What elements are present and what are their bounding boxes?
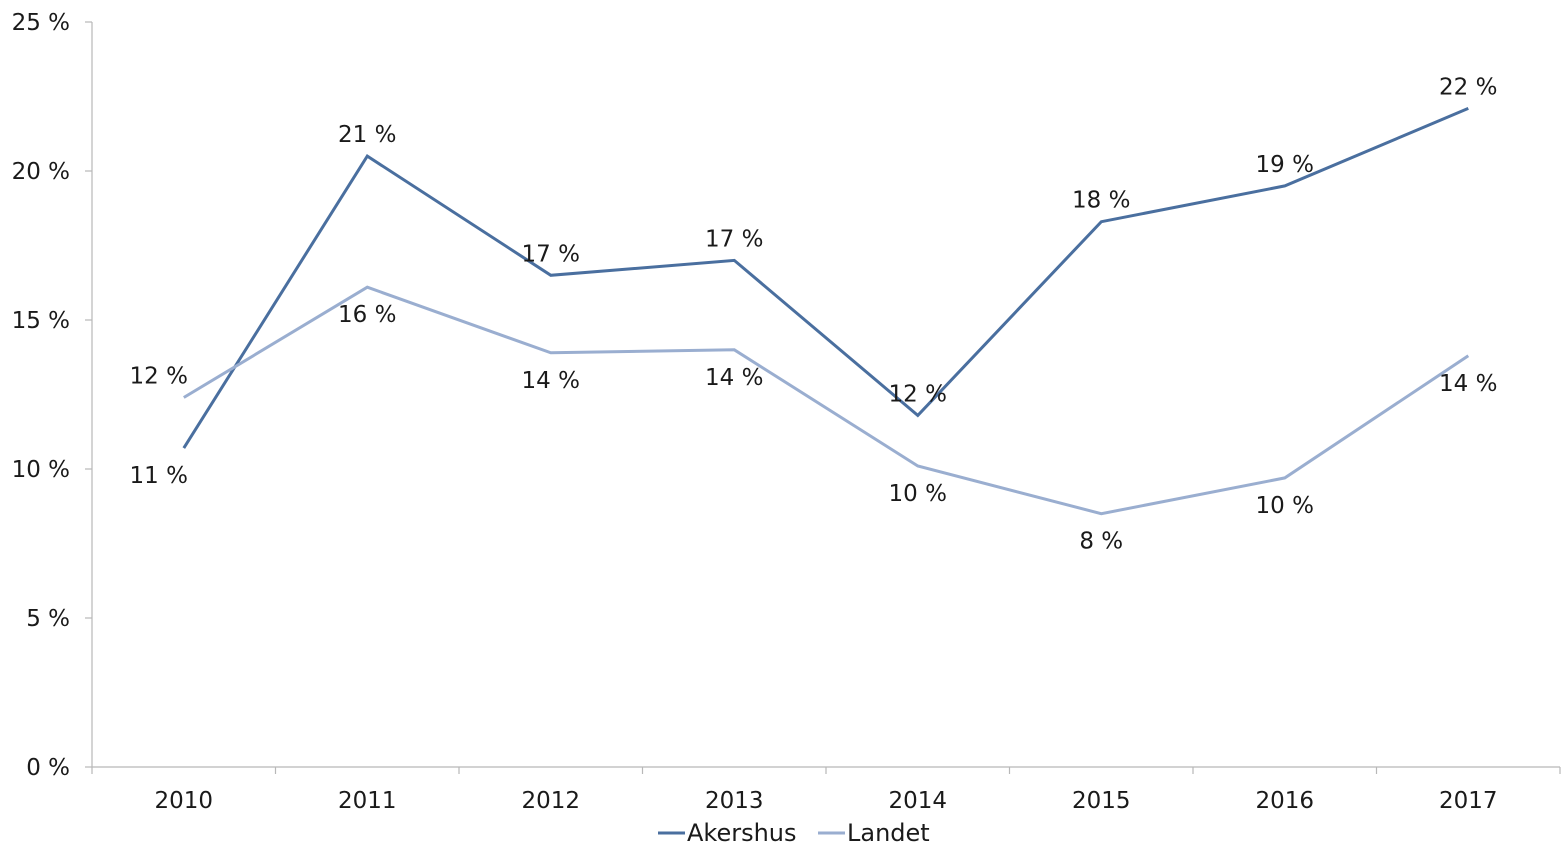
data-label-akershus: 12 %	[889, 381, 947, 407]
x-tick-label: 2016	[1255, 788, 1314, 814]
legend-label-landet: Landet	[847, 819, 930, 847]
series-line-akershus	[182, 107, 1469, 449]
y-tick-label: 0 %	[26, 755, 70, 781]
data-label-landet: 12 %	[130, 363, 188, 389]
x-tick-label: 2013	[705, 788, 764, 814]
x-tick-label: 2015	[1072, 788, 1131, 814]
data-label-landet: 8 %	[1079, 529, 1123, 555]
y-tick-label: 20 %	[12, 159, 70, 185]
x-tick-label: 2010	[154, 788, 213, 814]
data-label-akershus: 17 %	[522, 241, 580, 267]
axes: 0 % 5 % 10 % 15 % 20 % 25 % 2010 2011 2012 2013 20…	[12, 10, 1561, 814]
data-label-akershus: 22 %	[1439, 74, 1497, 100]
data-label-landet: 14 %	[1439, 371, 1497, 397]
data-label-akershus: 11 %	[130, 463, 188, 489]
series-line-landet	[183, 285, 1470, 516]
data-labels: 12 % 11 % 21 % 16 % 17 % 14 % 17 % 14 % 12 % 10 %…	[130, 74, 1498, 554]
data-label-akershus: 17 %	[705, 226, 763, 252]
data-label-landet: 10 %	[889, 481, 947, 507]
data-label-landet: 14 %	[705, 365, 763, 391]
x-tick-label: 2011	[338, 788, 397, 814]
legend: Akershus Landet	[658, 819, 930, 847]
data-label-akershus: 21 %	[338, 122, 396, 148]
y-tick-label: 15 %	[12, 308, 70, 334]
y-tick-label: 25 %	[12, 10, 70, 36]
data-label-akershus: 18 %	[1072, 188, 1130, 214]
series-lines	[182, 107, 1470, 516]
legend-label-akershus: Akershus	[687, 819, 797, 847]
data-label-akershus: 19 %	[1256, 152, 1314, 178]
y-tick-label: 10 %	[12, 457, 70, 483]
x-tick-label: 2012	[521, 788, 580, 814]
x-tick-label: 2017	[1439, 788, 1498, 814]
x-tick-label: 2014	[888, 788, 947, 814]
data-label-landet: 10 %	[1256, 493, 1314, 519]
data-label-landet: 16 %	[338, 302, 396, 328]
y-tick-label: 5 %	[26, 606, 70, 632]
data-label-landet: 14 %	[522, 368, 580, 394]
